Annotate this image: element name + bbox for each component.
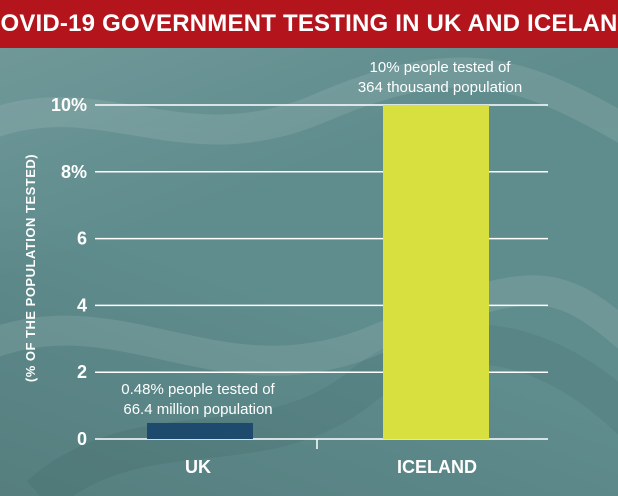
- annotation-iceland-line: 10% people tested of: [370, 59, 512, 76]
- title-bar: COVID-19 GOVERNMENT TESTING IN UK AND IC…: [0, 0, 618, 48]
- category-labels: UK ICELAND: [185, 457, 477, 477]
- background-decoration-2: [26, 324, 618, 496]
- y-tick-label: 6: [77, 229, 87, 249]
- annotations: 0.48% people tested of 66.4 million popul…: [121, 59, 522, 418]
- y-tick-label: 8%: [61, 162, 87, 182]
- bar-chart: 0 2 4 6 8% 10% 0.48% people tested of 66.4 mil…: [0, 57, 618, 496]
- annotation-uk-line: 66.4 million population: [123, 401, 272, 418]
- y-tick-labels: 0 2 4 6 8% 10%: [51, 95, 87, 449]
- y-tick-label: 10%: [51, 95, 87, 115]
- bar-uk: [147, 422, 253, 439]
- background-decoration: [0, 57, 618, 376]
- y-tick-label: 4: [77, 295, 87, 315]
- y-axis-label: (% OF THE POPULATION TESTED): [23, 154, 38, 382]
- chart-area: 0 2 4 6 8% 10% 0.48% people tested of 66.4 mil…: [0, 48, 618, 496]
- y-tick-label: 2: [77, 362, 87, 382]
- y-tick-label: 0: [77, 429, 87, 449]
- bars: [147, 105, 489, 439]
- annotation-uk-line: 0.48% people tested of: [121, 381, 275, 398]
- bar-iceland: [383, 105, 489, 439]
- annotation-iceland-line: 364 thousand population: [358, 79, 522, 96]
- chart-title: COVID-19 GOVERNMENT TESTING IN UK AND IC…: [0, 10, 618, 37]
- category-label-uk: UK: [185, 457, 211, 477]
- category-label-iceland: ICELAND: [397, 457, 477, 477]
